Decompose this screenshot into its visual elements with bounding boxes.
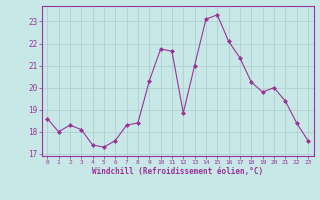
X-axis label: Windchill (Refroidissement éolien,°C): Windchill (Refroidissement éolien,°C) [92, 167, 263, 176]
